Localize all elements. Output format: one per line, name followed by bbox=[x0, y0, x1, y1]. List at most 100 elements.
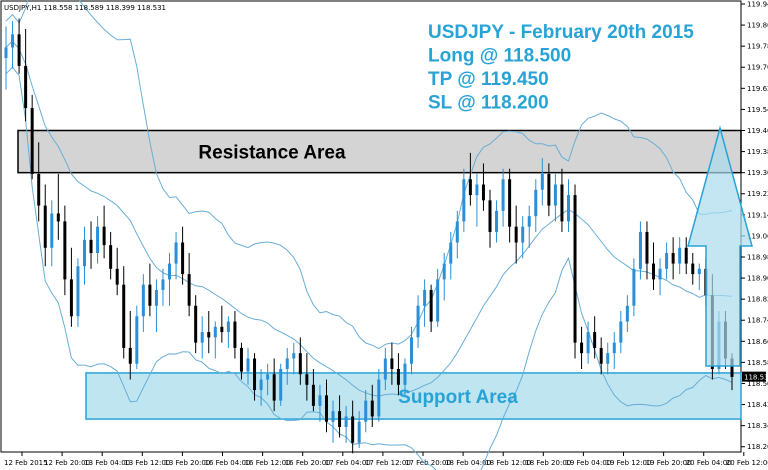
candle-body bbox=[174, 242, 178, 264]
candle-body bbox=[298, 353, 302, 375]
candle-body bbox=[311, 384, 315, 406]
candle-body bbox=[135, 316, 139, 364]
candle-body bbox=[625, 305, 629, 322]
candle-body bbox=[109, 245, 113, 269]
candle-body bbox=[697, 268, 701, 275]
candle-body bbox=[475, 184, 479, 196]
candle-body bbox=[652, 263, 656, 280]
candle-body bbox=[462, 179, 466, 222]
support-label: Support Area bbox=[398, 387, 518, 408]
y-tick-label: 119.785 bbox=[747, 43, 768, 51]
long-arrow bbox=[687, 125, 753, 367]
x-tick-label: 13 Feb 20:00 bbox=[164, 459, 210, 467]
y-tick-label: 118.425 bbox=[747, 401, 768, 409]
y-tick-label: 119.305 bbox=[747, 169, 768, 177]
x-tick-label: 12 Feb 2015 bbox=[4, 459, 48, 467]
candle-body bbox=[580, 342, 584, 354]
price-tag-text: 118.531 bbox=[744, 374, 768, 382]
candle-body bbox=[141, 284, 145, 317]
middle-band bbox=[5, 40, 733, 397]
candle-body bbox=[338, 411, 342, 427]
candle-body bbox=[154, 289, 158, 306]
y-tick-label: 119.465 bbox=[747, 127, 768, 135]
candle-body bbox=[63, 221, 67, 280]
labels-layer: USDJPY - February 20th 2015 Long @ 118.50… bbox=[198, 22, 694, 408]
candle-body bbox=[370, 400, 374, 417]
y-tick-label: 118.345 bbox=[747, 422, 768, 430]
candle-body bbox=[553, 184, 557, 206]
candle-body bbox=[508, 179, 512, 227]
candle-body bbox=[684, 247, 688, 264]
y-tick-label: 118.505 bbox=[747, 380, 768, 388]
candle-body bbox=[671, 253, 675, 264]
candle-body bbox=[599, 347, 603, 364]
candle-body bbox=[207, 332, 211, 338]
candle-body bbox=[43, 205, 47, 248]
arrow-layer bbox=[687, 125, 753, 367]
y-tick-label: 118.745 bbox=[747, 317, 768, 325]
candle-body bbox=[11, 34, 15, 48]
candle-body bbox=[521, 226, 525, 243]
candle-body bbox=[396, 368, 400, 385]
resistance-area bbox=[17, 129, 742, 174]
candle-body bbox=[678, 247, 682, 264]
price-tag-box bbox=[742, 371, 766, 382]
candle-body bbox=[410, 337, 414, 364]
candle-body bbox=[390, 358, 394, 369]
y-tick-label: 119.705 bbox=[747, 64, 768, 72]
bollinger-bands bbox=[5, 0, 733, 470]
candle-body bbox=[50, 213, 54, 248]
candle-body bbox=[527, 216, 531, 227]
candle-body bbox=[364, 400, 368, 422]
candle-body bbox=[292, 353, 296, 359]
candle-body bbox=[239, 347, 243, 372]
x-tick-label: 18 Feb 04:00 bbox=[445, 459, 491, 467]
y-tick-label: 119.145 bbox=[747, 211, 768, 219]
candle-body bbox=[168, 263, 172, 280]
x-tick-label: 17 Feb 20:00 bbox=[405, 459, 451, 467]
candle-body bbox=[416, 305, 420, 338]
y-tick-label: 119.865 bbox=[747, 22, 768, 30]
candle-body bbox=[253, 358, 257, 391]
candle-body bbox=[246, 358, 250, 372]
lower-band bbox=[5, 66, 733, 470]
candle-body bbox=[481, 184, 485, 201]
candle-body bbox=[351, 416, 355, 443]
candle-body bbox=[645, 231, 649, 264]
candle-body bbox=[449, 242, 453, 264]
candle-body bbox=[30, 108, 34, 174]
candle-body bbox=[102, 226, 106, 246]
candle-body bbox=[266, 374, 270, 380]
trade-info-line: TP @ 119.450 bbox=[428, 69, 549, 90]
x-tick-label: 18 Feb 20:00 bbox=[525, 459, 571, 467]
candle-body bbox=[619, 321, 623, 343]
trade-info-line: SL @ 118.200 bbox=[428, 93, 549, 114]
candle-body bbox=[573, 195, 577, 343]
x-tick-label: 20 Feb 04:00 bbox=[686, 459, 732, 467]
zones-layer bbox=[17, 129, 742, 420]
x-tick-label: 17 Feb 12:00 bbox=[365, 459, 411, 467]
y-tick-label: 119.625 bbox=[747, 85, 768, 93]
candle-body bbox=[429, 289, 433, 322]
y-tick-label: 119.225 bbox=[747, 190, 768, 198]
y-axis: 119.945 119.865 119.785 119.705 119.625 119.5… bbox=[741, 1, 768, 451]
candle-body bbox=[331, 411, 335, 422]
candle-body bbox=[24, 65, 28, 109]
y-tick-label: 119.385 bbox=[747, 148, 768, 156]
candle-body bbox=[122, 284, 126, 348]
candle-body bbox=[586, 332, 590, 354]
candle-body bbox=[730, 358, 734, 377]
candle-body bbox=[285, 358, 289, 369]
y-tick-label: 118.905 bbox=[747, 275, 768, 283]
x-tick-label: 13 Feb 04:00 bbox=[84, 459, 130, 467]
y-tick-label: 119.945 bbox=[747, 1, 768, 9]
candles-layer bbox=[4, 18, 734, 454]
candle-body bbox=[4, 47, 8, 59]
y-tick-label: 118.585 bbox=[747, 359, 768, 367]
candle-body bbox=[495, 210, 499, 232]
y-tick-label: 118.665 bbox=[747, 338, 768, 346]
y-tick-label: 118.265 bbox=[747, 443, 768, 451]
candle-body bbox=[226, 321, 230, 333]
